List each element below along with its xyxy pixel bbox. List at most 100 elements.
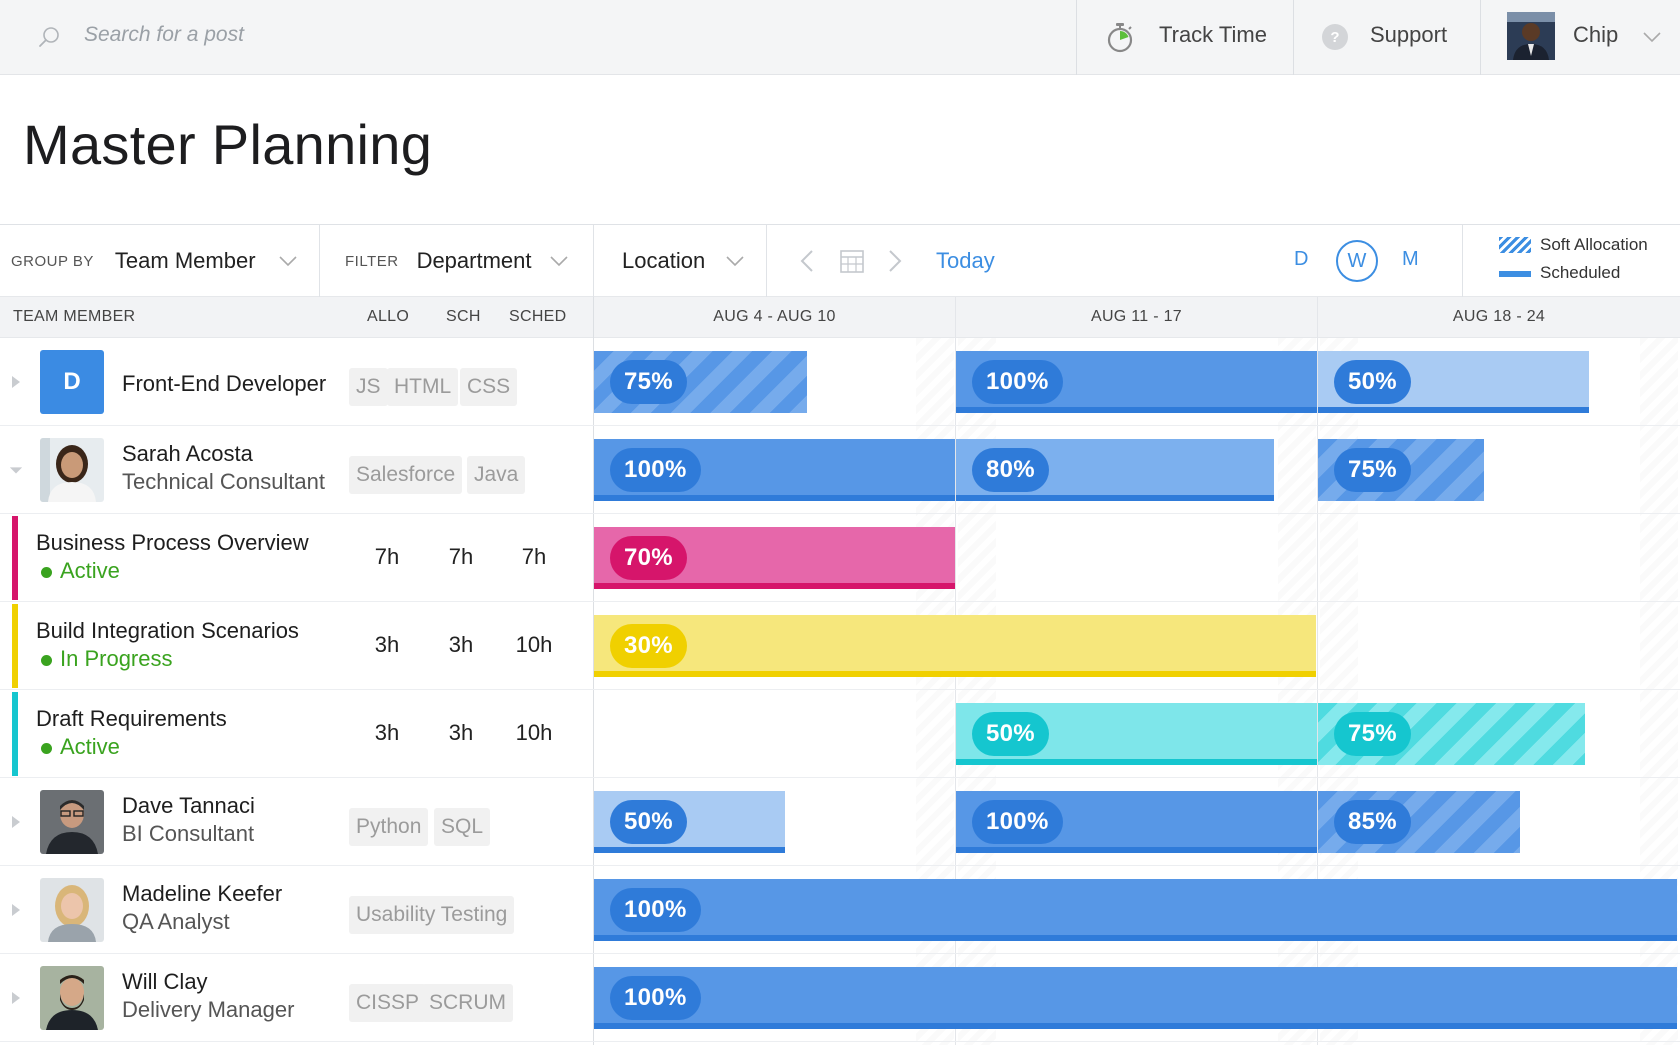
allocation-percent: 100% xyxy=(972,360,1063,404)
chevron-right-icon[interactable] xyxy=(888,249,902,273)
table-row[interactable]: Dave Tannaci BI Consultant Python SQL xyxy=(0,778,1680,866)
legend-soft-allocation: Soft Allocation xyxy=(1540,235,1648,254)
scheduled-line xyxy=(594,495,955,501)
top-bar: Search for a post Track Time ? Support C… xyxy=(0,0,1680,75)
allo-hours: 3h xyxy=(374,720,400,745)
allocation-percent: 50% xyxy=(972,712,1049,756)
view-week-button[interactable]: W xyxy=(1336,240,1378,282)
avatar xyxy=(40,438,104,502)
person-name: Sarah Acosta xyxy=(122,441,253,466)
allocation-percent: 100% xyxy=(972,800,1063,844)
table-header: TEAM MEMBER ALLO SCH SCHED AUG 4 - AUG 1… xyxy=(0,297,1680,338)
location-select[interactable]: Location xyxy=(622,225,772,297)
help-icon: ? xyxy=(1322,24,1348,50)
calendar-icon[interactable] xyxy=(840,249,864,273)
user-avatar xyxy=(1507,12,1555,60)
expand-icon[interactable] xyxy=(9,814,23,830)
chevron-down-icon xyxy=(550,256,568,267)
scheduled-line xyxy=(956,407,1317,413)
task-color-bar xyxy=(12,692,18,776)
task-name: Business Process Overview xyxy=(36,530,309,555)
avatar xyxy=(40,878,104,942)
sched-hours: 7h xyxy=(521,544,547,569)
allocation-bar[interactable]: 50% xyxy=(956,703,1317,765)
chevron-left-icon[interactable] xyxy=(800,249,814,273)
skill-tag: HTML xyxy=(387,368,459,406)
support-label: Support xyxy=(1370,22,1448,47)
support-button[interactable]: ? Support xyxy=(1293,0,1481,75)
table-row[interactable]: Will Clay Delivery Manager CISSP SCRUM xyxy=(0,954,1680,1042)
track-time-button[interactable]: Track Time xyxy=(1076,0,1294,75)
allocation-bar[interactable]: 75% xyxy=(1318,439,1484,501)
allocation-bar[interactable]: 100% xyxy=(956,791,1317,853)
col-allo[interactable]: ALLO xyxy=(367,308,410,325)
task-row[interactable]: Build Integration Scenarios In Progress … xyxy=(0,602,1680,690)
user-menu[interactable]: Chip xyxy=(1480,0,1680,75)
person-name: Will Clay xyxy=(122,969,208,994)
allocation-bar[interactable]: 100% xyxy=(594,439,955,501)
task-row[interactable]: Business Process Overview Active 7h 7h 7… xyxy=(0,514,1680,602)
allocation-bar[interactable]: 75% xyxy=(1318,703,1585,765)
view-month-button[interactable]: M xyxy=(1402,248,1419,270)
scheduled-swatch xyxy=(1499,271,1531,277)
person-title: BI Consultant xyxy=(122,821,255,846)
task-row[interactable]: Draft Requirements Active 3h 3h 10h xyxy=(0,690,1680,778)
expand-icon[interactable] xyxy=(9,902,23,918)
task-color-bar xyxy=(12,604,18,688)
allocation-percent: 70% xyxy=(610,536,687,580)
col-team-member[interactable]: TEAM MEMBER xyxy=(13,308,136,325)
page-title: Master Planning xyxy=(23,113,433,176)
person-name: Madeline Keefer xyxy=(122,881,283,906)
today-button[interactable]: Today xyxy=(936,248,995,273)
skill-tag: Usability Testing xyxy=(349,896,515,934)
col-sch[interactable]: SCH xyxy=(446,308,481,325)
sch-hours: 3h xyxy=(448,720,474,745)
sch-hours: 3h xyxy=(448,632,474,657)
location-value: Location xyxy=(622,248,706,273)
allocation-percent: 75% xyxy=(1334,448,1411,492)
scheduled-line xyxy=(594,847,785,853)
allocation-bar[interactable]: 100% xyxy=(594,879,1677,941)
allocation-bar[interactable]: 100% xyxy=(956,351,1317,413)
allocation-bar[interactable]: 100% xyxy=(594,967,1677,1029)
week-header-0: AUG 4 - AUG 10 xyxy=(713,308,836,325)
filter-select[interactable]: FILTER Department xyxy=(345,225,585,297)
allocation-bar[interactable]: 80% xyxy=(956,439,1274,501)
skill-tag: JS xyxy=(349,368,388,406)
view-day-button[interactable]: D xyxy=(1294,248,1309,270)
expand-icon[interactable] xyxy=(9,374,23,390)
group-by-select[interactable]: GROUP BY Team Member xyxy=(11,225,311,297)
allocation-bar[interactable]: 75% xyxy=(594,351,807,413)
col-sched[interactable]: SCHED xyxy=(509,308,567,325)
task-status: In Progress xyxy=(60,646,173,671)
allocation-bar[interactable]: 50% xyxy=(594,791,785,853)
table-row[interactable]: Madeline Keefer QA Analyst Usability Tes… xyxy=(0,866,1680,954)
allocation-percent: 75% xyxy=(610,360,687,404)
svg-text:?: ? xyxy=(1330,29,1339,46)
table-row[interactable]: Sarah Acosta Technical Consultant Salesf… xyxy=(0,426,1680,514)
allocation-bar[interactable]: 30% xyxy=(594,615,1316,677)
allocation-percent: 50% xyxy=(1334,360,1411,404)
status-dot xyxy=(41,655,52,666)
collapse-icon[interactable] xyxy=(9,462,23,478)
skill-tag: Python xyxy=(349,808,429,846)
allocation-bar[interactable]: 70% xyxy=(594,527,955,589)
allocation-bar[interactable]: 85% xyxy=(1318,791,1520,853)
allocation-percent: 100% xyxy=(610,976,701,1020)
table-row[interactable]: D Front-End Developer JS HTML CSS xyxy=(0,338,1680,426)
expand-icon[interactable] xyxy=(9,990,23,1006)
role-avatar: D xyxy=(40,350,104,414)
task-status: Active xyxy=(60,558,120,583)
allocation-percent: 85% xyxy=(1334,800,1411,844)
gantt-divider xyxy=(593,297,594,1045)
person-title: Delivery Manager xyxy=(122,997,295,1022)
chevron-down-icon xyxy=(1643,32,1661,43)
search-icon xyxy=(39,27,59,47)
allocation-bar[interactable]: 50% xyxy=(1318,351,1589,413)
search-input[interactable]: Search for a post xyxy=(84,23,244,46)
task-name: Draft Requirements xyxy=(36,706,227,731)
search-box[interactable]: Search for a post xyxy=(0,0,1077,75)
person-title: QA Analyst xyxy=(122,909,230,934)
allocation-percent: 100% xyxy=(610,448,701,492)
allocation-percent: 80% xyxy=(972,448,1049,492)
